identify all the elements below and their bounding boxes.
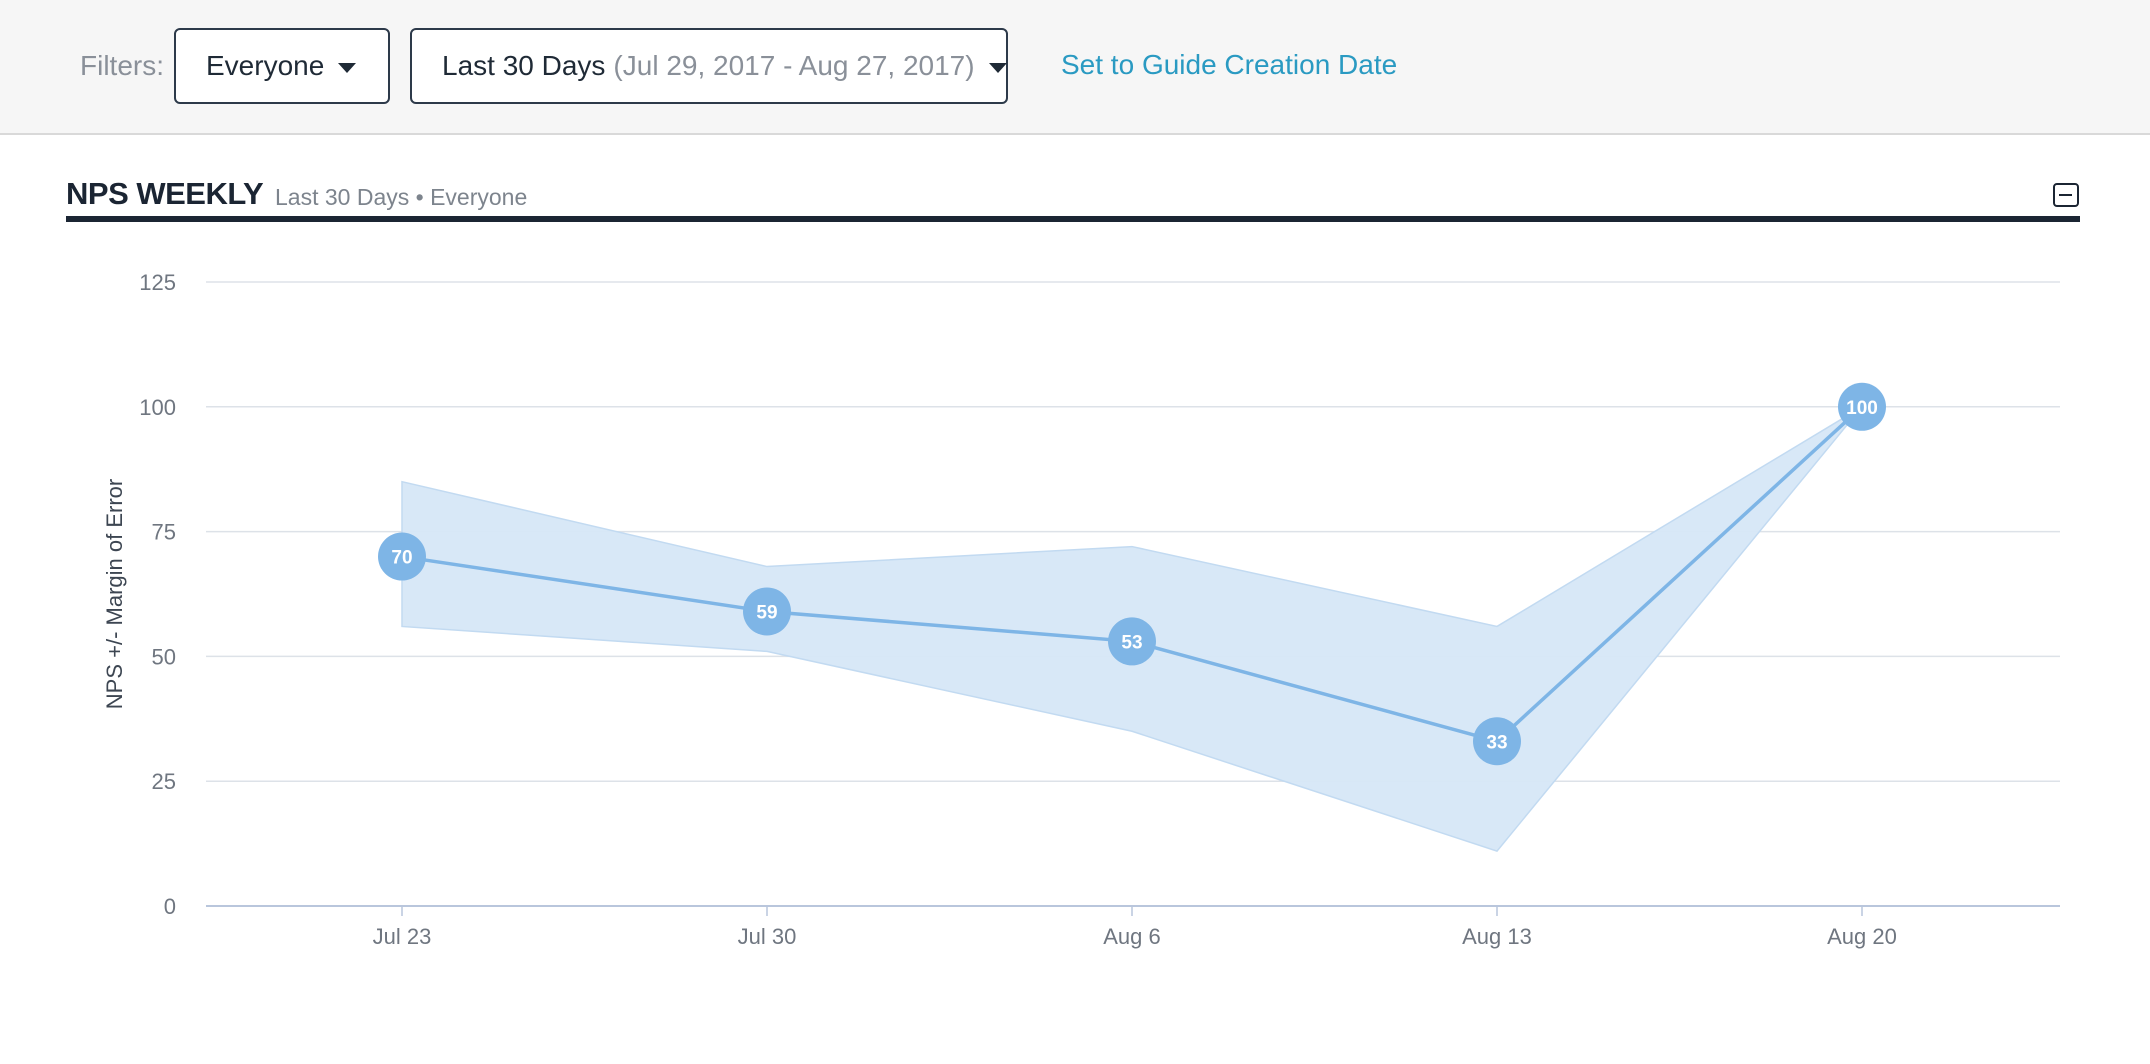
title-divider [66,216,2080,222]
caret-down-icon [338,63,357,73]
y-tick-label: 0 [164,894,176,919]
filter-bar: Filters: Everyone Last 30 Days (Jul 29, … [0,0,2150,135]
caret-down-icon [988,63,1007,73]
widget-title: NPS WEEKLY [66,176,264,211]
data-point [743,587,791,636]
date-range-label: Last 30 Days [442,50,606,81]
y-tick-label: 75 [152,520,176,545]
x-tick-label: Aug 20 [1827,924,1897,949]
audience-dropdown[interactable]: Everyone [174,28,390,104]
x-tick-label: Jul 30 [738,924,797,949]
audience-dropdown-value: Everyone [206,50,325,81]
data-point [1108,617,1156,666]
data-label: 53 [1121,632,1142,653]
filters-label: Filters: [80,50,164,81]
data-point [1473,717,1521,766]
nps-weekly-chart: 0 25 50 75 100 125 NPS +/- Margin of Error Jul … [102,270,2060,949]
set-guide-creation-date-link[interactable]: Set to Guide Creation Date [1061,49,1398,80]
collapse-widget-button[interactable] [2053,183,2079,207]
y-tick-label: 50 [152,644,176,669]
x-tick-label: Jul 23 [373,924,432,949]
data-label: 33 [1486,732,1507,753]
x-tick-label: Aug 13 [1462,924,1532,949]
data-label: 59 [756,602,777,623]
y-tick-label: 125 [139,270,176,295]
y-axis-title: NPS +/- Margin of Error [102,479,127,709]
data-point [1838,382,1886,431]
date-range-detail: (Jul 29, 2017 - Aug 27, 2017) [613,50,975,81]
data-label: 100 [1846,398,1878,419]
data-point [378,532,426,581]
data-label: 70 [391,548,412,569]
y-tick-label: 25 [152,769,176,794]
y-tick-label: 100 [139,395,176,420]
minus-icon [2059,193,2072,196]
widget-subtitle: Last 30 Days • Everyone [275,184,528,210]
date-range-dropdown[interactable]: Last 30 Days (Jul 29, 2017 - Aug 27, 201… [410,28,1008,104]
x-tick-label: Aug 6 [1103,924,1161,949]
